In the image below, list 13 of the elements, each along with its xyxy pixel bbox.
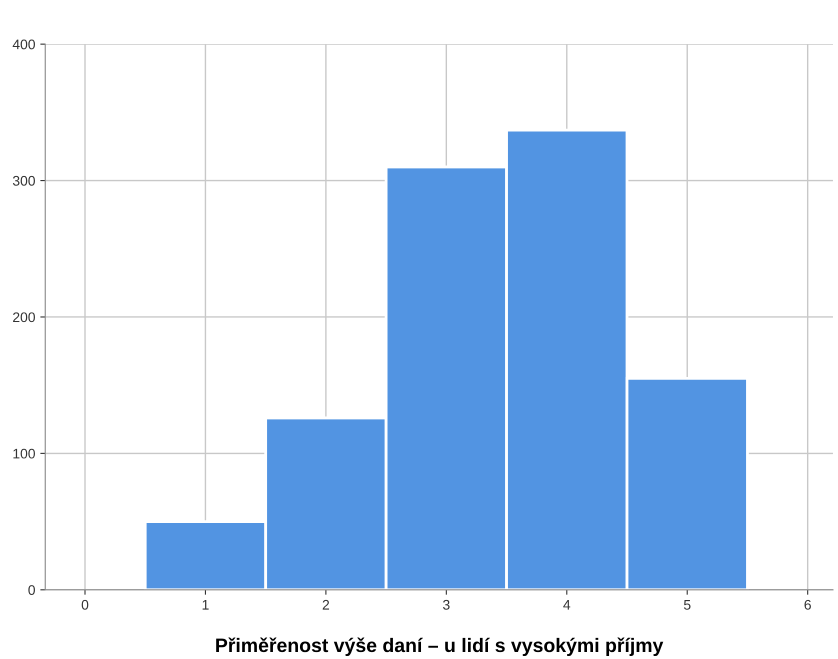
y-tick-label: 400 <box>12 39 35 50</box>
y-tick-label: 300 <box>12 176 35 186</box>
y-tick-label: 200 <box>13 312 35 322</box>
x-tick-label: 2 <box>322 600 330 610</box>
x-tick-label: 1 <box>202 600 209 610</box>
y-tick-label: 0 <box>28 585 35 595</box>
y-tick-label: 100 <box>13 448 35 459</box>
x-axis-title: Přiměřenost výše daní – u lidí s vysokými příjmy <box>216 637 664 656</box>
x-tick-label: 5 <box>684 600 691 610</box>
x-tick-label: 0 <box>82 600 88 610</box>
x-tick-label: 4 <box>563 600 570 610</box>
x-tick-label: 6 <box>804 600 811 610</box>
x-tick-label: 3 <box>443 600 450 610</box>
